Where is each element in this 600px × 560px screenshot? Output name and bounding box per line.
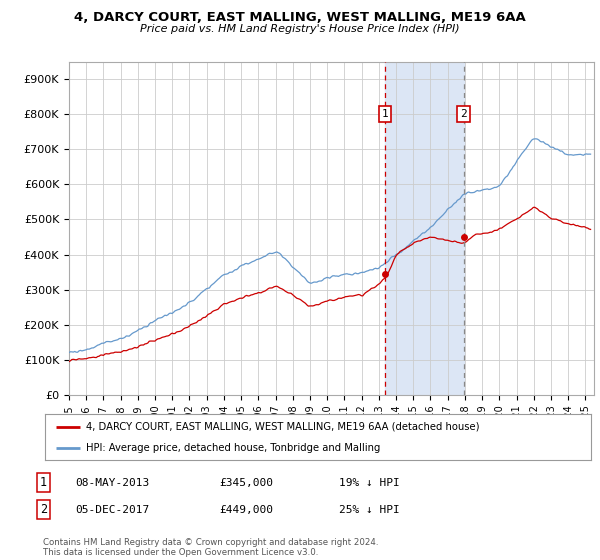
Bar <box>385 62 464 395</box>
Text: 2: 2 <box>460 109 467 119</box>
Text: 2: 2 <box>40 503 47 516</box>
Text: 4, DARCY COURT, EAST MALLING, WEST MALLING, ME19 6AA (detached house): 4, DARCY COURT, EAST MALLING, WEST MALLI… <box>86 422 479 432</box>
Text: HPI: Average price, detached house, Tonbridge and Malling: HPI: Average price, detached house, Tonb… <box>86 443 380 453</box>
Text: 1: 1 <box>382 109 389 119</box>
Text: Price paid vs. HM Land Registry's House Price Index (HPI): Price paid vs. HM Land Registry's House … <box>140 24 460 34</box>
Text: 05-DEC-2017: 05-DEC-2017 <box>75 505 149 515</box>
Text: Contains HM Land Registry data © Crown copyright and database right 2024.
This d: Contains HM Land Registry data © Crown c… <box>43 538 379 557</box>
Text: £449,000: £449,000 <box>219 505 273 515</box>
Text: 25% ↓ HPI: 25% ↓ HPI <box>339 505 400 515</box>
Text: 1: 1 <box>40 476 47 489</box>
Text: £345,000: £345,000 <box>219 478 273 488</box>
Text: 4, DARCY COURT, EAST MALLING, WEST MALLING, ME19 6AA: 4, DARCY COURT, EAST MALLING, WEST MALLI… <box>74 11 526 24</box>
Text: 19% ↓ HPI: 19% ↓ HPI <box>339 478 400 488</box>
Text: 08-MAY-2013: 08-MAY-2013 <box>75 478 149 488</box>
